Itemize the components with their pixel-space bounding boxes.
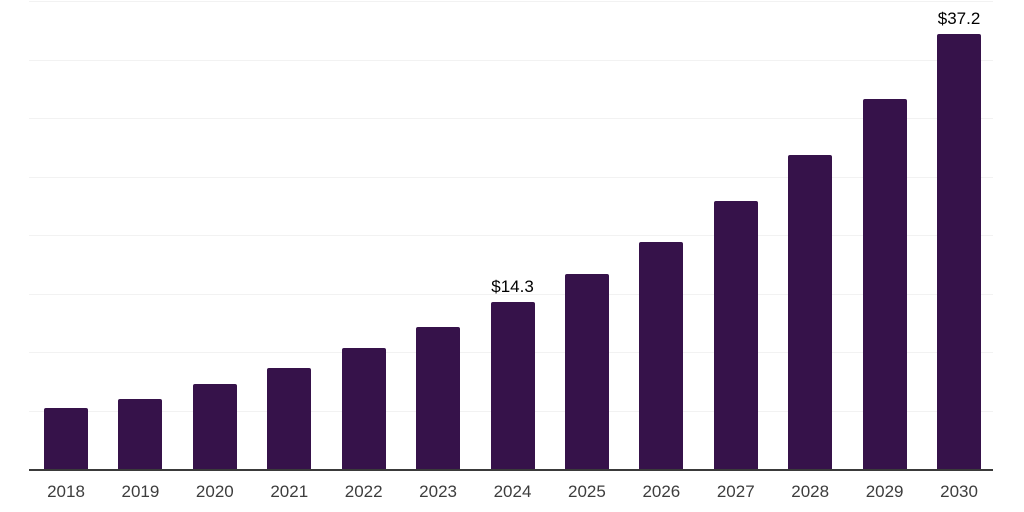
value-label-2024: $14.3	[491, 276, 534, 296]
x-tick-label-2023: 2023	[419, 482, 458, 501]
bar-2023	[416, 327, 460, 469]
bar-2022	[342, 348, 386, 469]
x-tick-label-2022: 2022	[344, 482, 383, 501]
x-tick-label-2026: 2026	[642, 482, 681, 501]
x-tick-label-2029: 2029	[865, 482, 904, 501]
x-axis-line	[29, 469, 993, 471]
gridline-y-25	[29, 176, 993, 178]
gridline-y-20	[29, 235, 993, 236]
bar-2018	[44, 408, 88, 469]
bar-2029	[863, 99, 907, 469]
gridline-y-30	[29, 118, 993, 119]
bar-2025	[565, 274, 609, 469]
x-tick-label-2027: 2027	[716, 482, 755, 501]
bar-2026	[639, 242, 683, 469]
gridline-y-40	[29, 1, 993, 2]
x-tick-label-2018: 2018	[47, 482, 85, 501]
x-axis: 2018 2019 2020 2021 2022 2023 2024 2025 2026 2027…	[29, 471, 993, 512]
gridline-y-35	[29, 59, 993, 61]
gridline-y-15	[29, 293, 993, 295]
bar-2020	[193, 384, 237, 469]
bar-2028	[788, 155, 832, 469]
x-tick-label-2025: 2025	[568, 482, 606, 501]
value-label-2030: $37.2	[937, 8, 981, 28]
x-tick-label-2024: 2024	[493, 482, 532, 501]
bar-2030	[937, 34, 981, 469]
bar-2021	[267, 368, 311, 469]
x-tick-label-2028: 2028	[791, 482, 830, 501]
x-tick-label-2020: 2020	[195, 482, 234, 501]
x-tick-label-2030: 2030	[940, 482, 978, 501]
bar-2024	[491, 302, 535, 469]
x-tick-label-2021: 2021	[270, 482, 309, 501]
x-tick-label-2019: 2019	[121, 482, 160, 501]
bar-2027	[714, 201, 758, 469]
bar-2019	[118, 399, 162, 469]
plot-area: $14.3 $37.2	[29, 1, 993, 471]
